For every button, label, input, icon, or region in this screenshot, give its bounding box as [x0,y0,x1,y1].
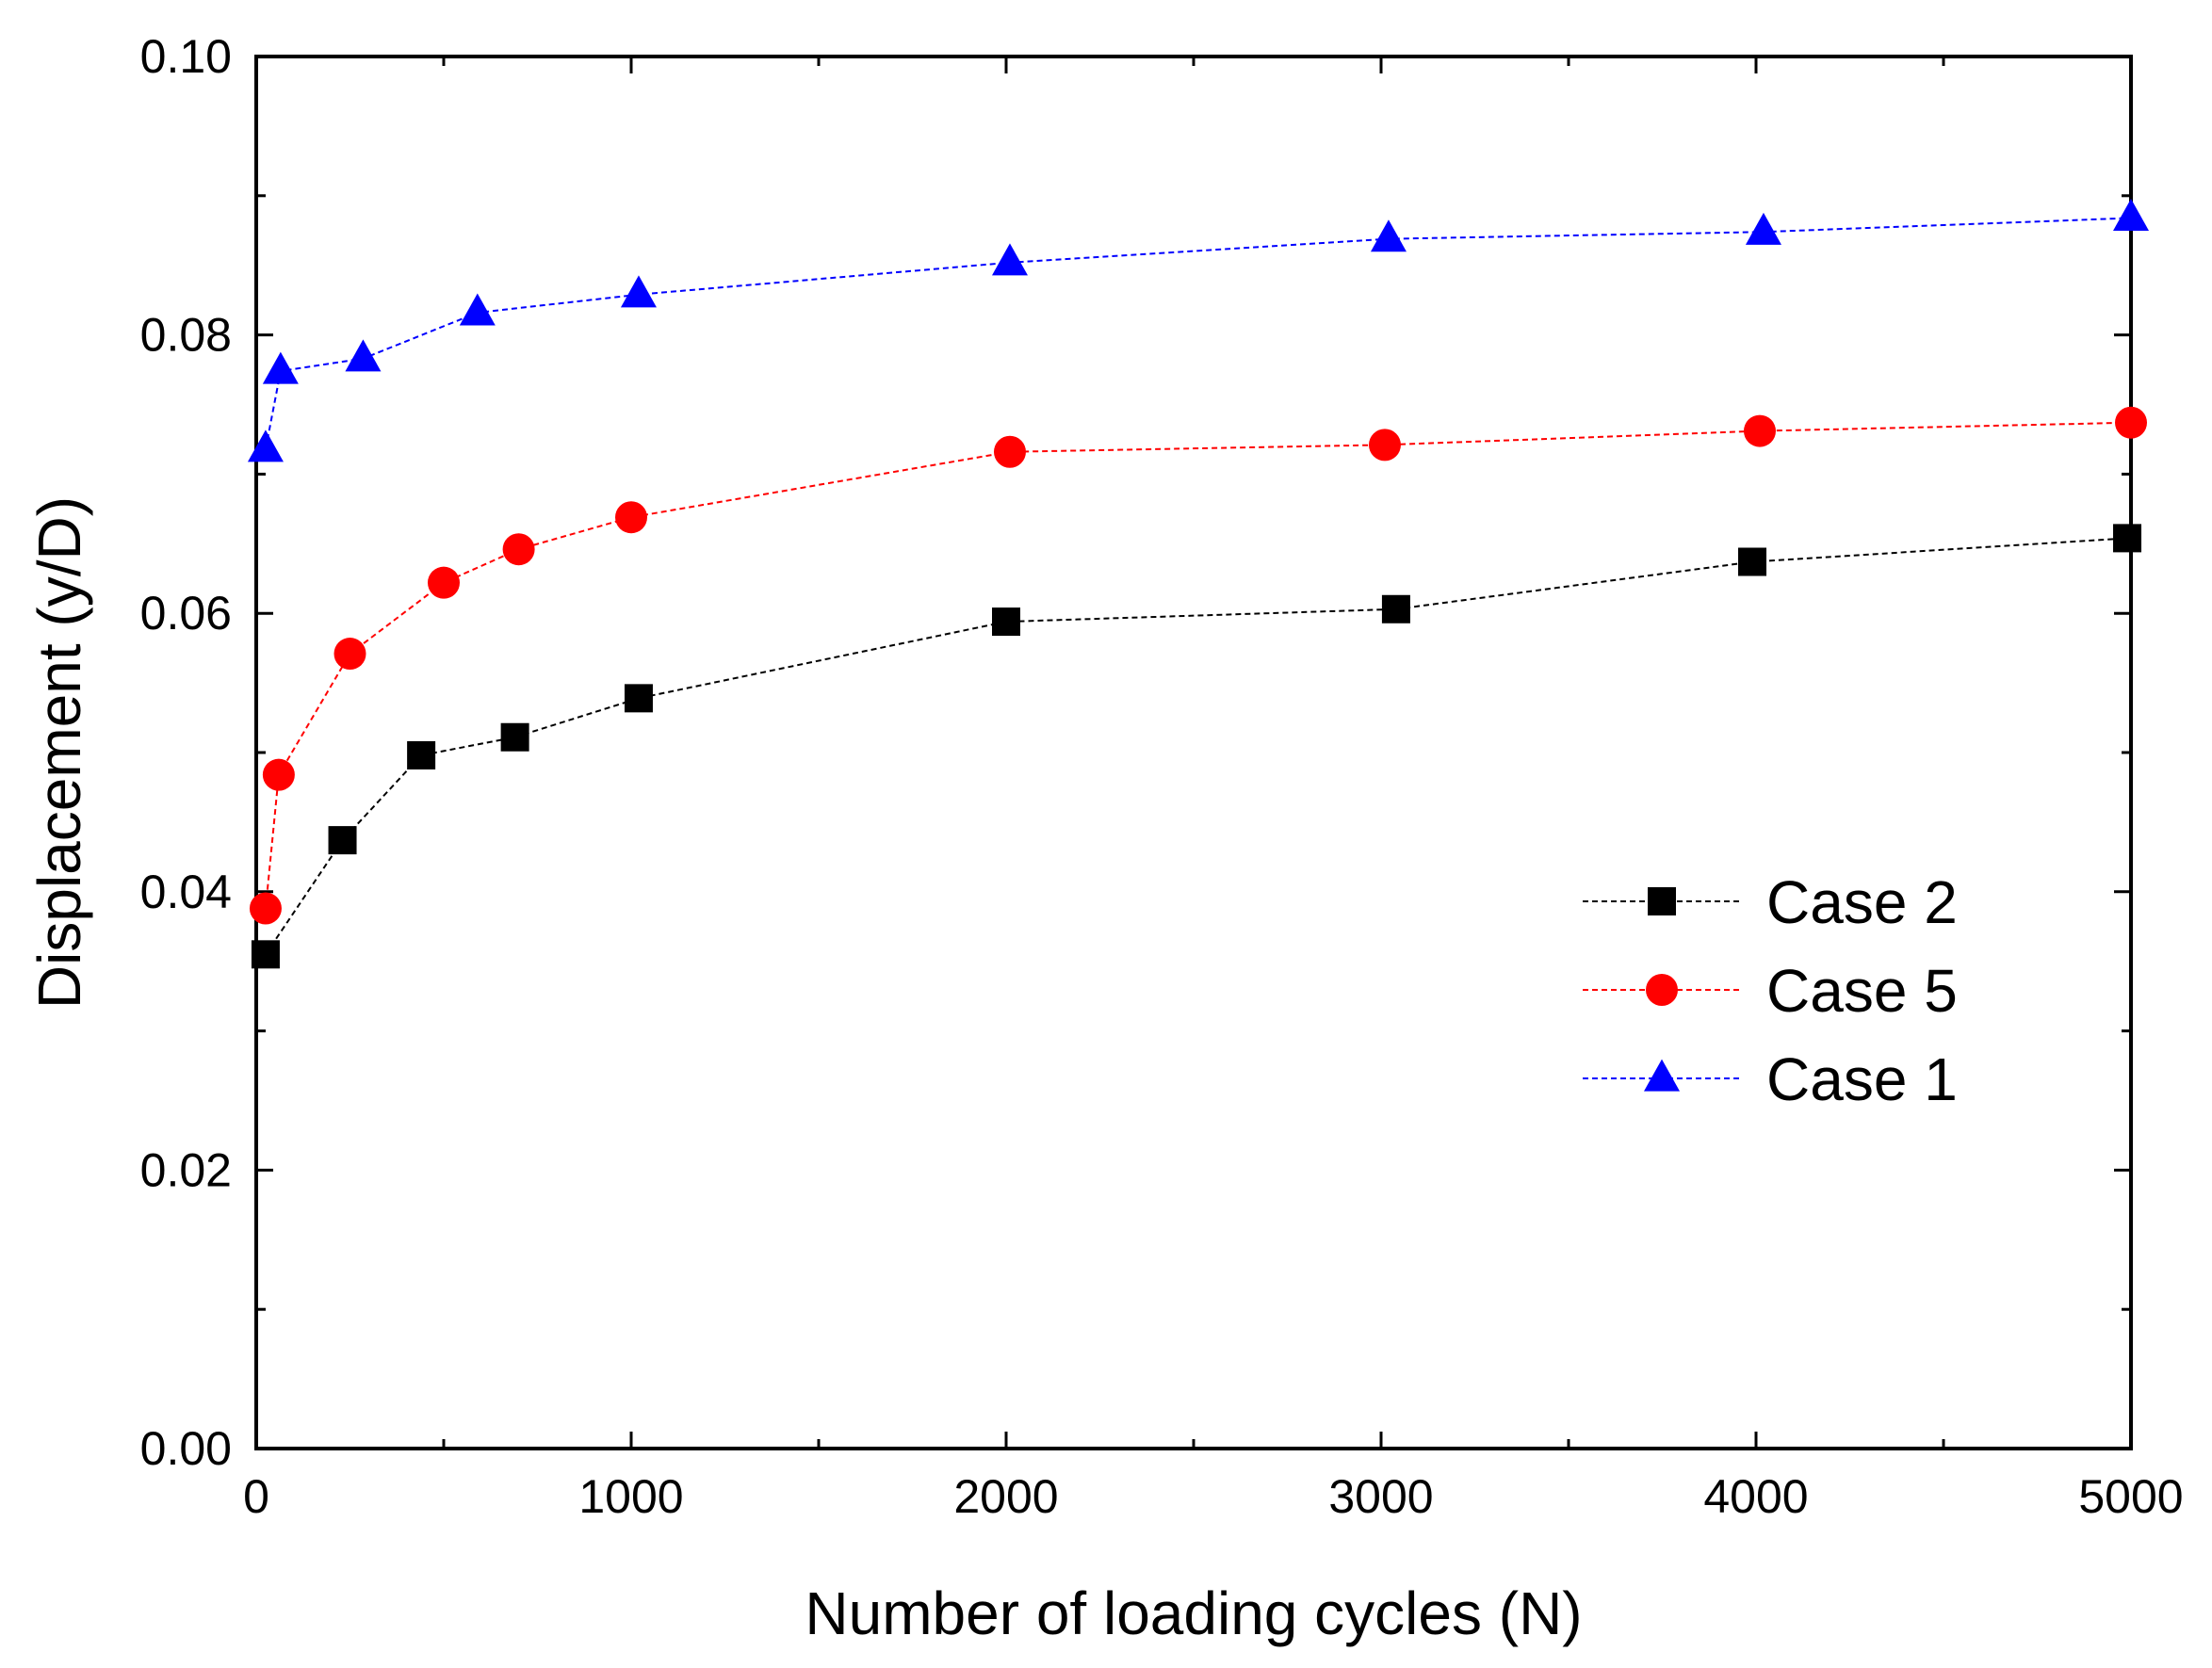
y-tick-label: 0.10 [140,30,232,83]
x-tick-label: 4000 [1703,1470,1808,1523]
series-case-1 [247,199,2149,462]
legend-marker [1646,974,1678,1006]
legend-item: Case 1 [1583,1045,1958,1113]
series-line [265,537,2128,955]
y-tick-label: 0.04 [140,866,232,918]
data-point [500,722,529,752]
data-point [251,940,280,969]
axis-ticks: 0 1000 2000 3000 4000 5000 0.00 0.02 0.04 0.06 0.0… [140,30,2184,1523]
data-point [428,566,460,599]
data-point [1738,547,1767,576]
legend-item: Case 2 [1583,868,1958,936]
data-point [328,826,357,855]
series-layer [247,199,2149,969]
data-point [991,243,1028,276]
data-point [2115,406,2147,439]
data-point [247,429,284,462]
y-tick-label: 0.08 [140,309,232,362]
data-point [2113,524,2142,553]
legend-item: Case 5 [1583,957,1958,1025]
data-point [620,275,657,308]
data-point [459,293,496,326]
legend-label: Case 5 [1766,957,1958,1025]
data-point [502,533,535,566]
data-point [1368,429,1401,462]
data-point [993,435,1026,468]
series-case-2 [251,524,2142,969]
data-point [1370,219,1407,252]
data-point [615,501,647,534]
legend: Case 2 Case 5 Case 1 [1583,868,1958,1113]
series-line [264,421,2132,909]
plot-area [254,55,2133,1450]
legend-label: Case 1 [1766,1045,1958,1113]
y-axis-title: Displacement (y/D) [25,496,93,1009]
legend-label: Case 2 [1766,868,1958,936]
x-tick-label: 5000 [2078,1470,2183,1523]
y-tick-label: 0.00 [140,1422,232,1475]
data-point [345,339,382,372]
legend-marker [1644,1059,1680,1092]
x-tick-label: 3000 [1328,1470,1433,1523]
series-case-5 [249,406,2147,925]
data-point [2113,199,2149,232]
data-point [992,607,1020,637]
x-tick-label: 1000 [578,1470,683,1523]
data-point [262,351,299,384]
data-point [1381,594,1410,623]
y-tick-label: 0.02 [140,1143,232,1196]
legend-marker [1648,887,1676,915]
x-tick-label: 2000 [953,1470,1058,1523]
x-axis-title: Number of loading cycles (N) [805,1579,1582,1647]
data-point [249,892,282,925]
data-point [1745,212,1781,245]
data-point [1743,414,1776,447]
data-point [333,638,366,671]
data-point [407,740,436,769]
y-tick-label: 0.06 [140,587,232,640]
x-tick-label: 0 [243,1470,269,1523]
data-point [262,758,295,791]
data-point [624,684,653,713]
